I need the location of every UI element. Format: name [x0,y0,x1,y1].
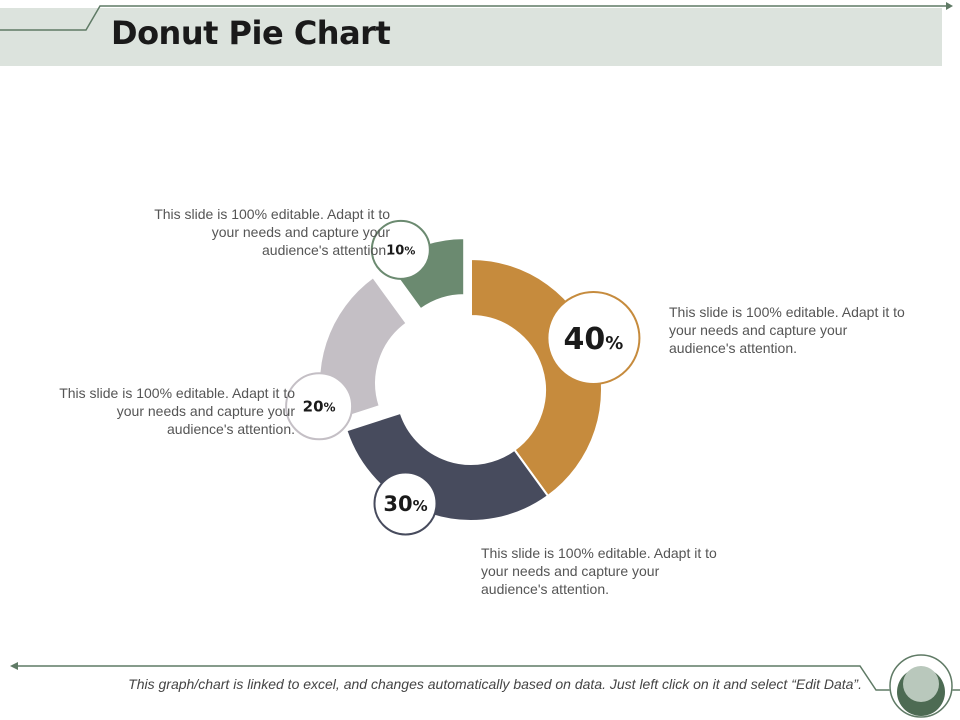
percent-badge-30: 30% [373,471,438,536]
header-band [0,8,942,66]
footer-arrow-icon [10,662,18,670]
corner-badge-ring [889,654,953,718]
percent-unit: % [404,245,415,258]
callout-top-left: This slide is 100% editable. Adapt it to… [154,206,390,258]
percent-badge-circle [546,291,641,386]
callout-right: This slide is 100% editable. Adapt it to… [669,304,905,356]
percent-badge-circle [373,471,438,536]
percent-badge-20: 20% [285,372,354,441]
footer-note: This graph/chart is linked to excel, and… [128,676,862,692]
donut-slices [318,237,603,522]
percent-value: 40 [564,322,606,357]
percent-badge-circle [285,372,354,441]
percent-badges: 40%30%20%10% [285,219,641,536]
callout-mid-left: This slide is 100% editable. Adapt it to… [59,385,295,437]
percent-badge-circle [370,219,431,280]
percent-label-20: 20% [303,398,336,416]
percent-label-30: 30% [383,492,427,516]
percent-unit: % [413,497,428,515]
percent-label-40: 40% [564,322,624,357]
percent-badge-10: 10% [370,219,431,280]
percent-value: 10 [386,244,404,259]
callout-bottom: This slide is 100% editable. Adapt it to… [481,545,717,597]
percent-label-10: 10% [386,244,415,259]
header-arrow-icon [946,2,953,10]
percent-value: 20 [303,398,324,416]
header-line [0,5,948,31]
percent-value: 30 [383,492,412,516]
percent-unit: % [605,333,623,354]
percent-unit: % [324,401,336,415]
percent-badge-40: 40% [546,291,641,386]
page-title: Donut Pie Chart [111,14,391,52]
corner-badge-light [903,666,939,702]
